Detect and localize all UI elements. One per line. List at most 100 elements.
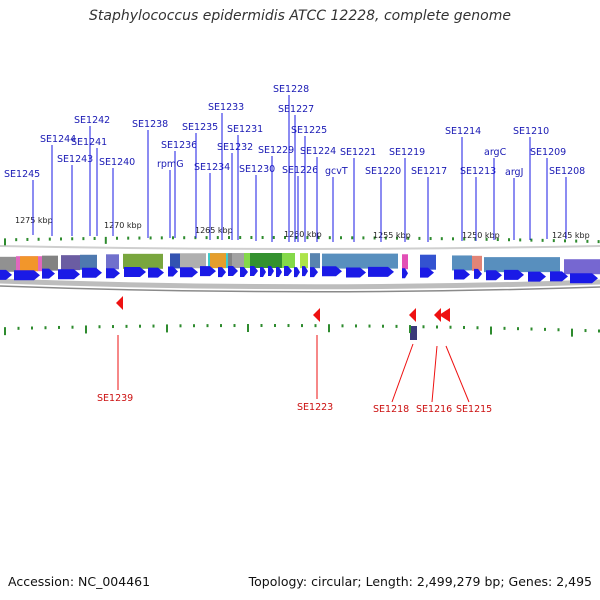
forward-gene-label: SE1214 [445,126,481,137]
tick-mark [440,237,443,241]
forward-gene-label: SE1229 [258,145,294,156]
tick-mark-lower [166,324,168,333]
tick-mark [205,236,208,240]
forward-gene-arrow [0,269,12,280]
tick-mark-lower [557,328,560,332]
tick-mark [71,237,74,241]
forward-gene-arrow [250,266,258,277]
forward-gene-label: SE1241 [71,137,107,148]
tick-mark-lower [341,324,344,328]
tick-mark-lower [233,324,236,328]
forward-gene-arrow [504,269,524,280]
tick-mark [284,236,286,240]
reverse-gene-arrow [439,308,450,322]
feature-block [310,253,320,269]
reverse-gene-arrow [313,308,320,322]
accession-text: Accession: NC_004461 [8,574,151,589]
forward-gene-label: SE1234 [194,162,230,173]
feature-block [210,253,226,269]
forward-gene-label: argJ [505,167,523,178]
tick-mark-lower [139,324,141,328]
genome-title: Staphylococcus epidermidis ATCC 12228, c… [88,8,511,24]
tick-mark-lower [490,326,492,335]
forward-gene-label: SE1235 [182,122,218,133]
tick-mark [530,238,533,242]
tick-mark [452,237,454,241]
forward-gene-label: SE1232 [217,142,253,153]
forward-gene-arrow [228,266,238,277]
tick-mark [474,237,477,241]
tick-mark [597,240,600,244]
tick-mark [362,236,365,240]
tick-mark [340,236,342,240]
kbp-label: 1265 kbp [195,226,233,235]
tick-mark-lower [17,326,20,330]
reverse-gene-label: SE1218 [373,404,409,415]
forward-gene-arrow [486,270,502,281]
tick-mark-lower [71,325,74,329]
forward-gene-label: SE1224 [300,146,336,157]
forward-gene-label: SE1210 [513,126,549,137]
feature-block [250,253,282,269]
tick-mark [575,239,578,243]
kbp-label: 1270 kbp [104,221,142,230]
forward-gene-label: SE1245 [4,169,40,180]
feature-block [228,253,232,269]
tick-mark [463,237,466,241]
reverse-gene-label: SE1215 [456,404,492,415]
forward-gene-label: SE1220 [365,166,401,177]
forward-gene-arrow [302,266,308,277]
feature-block [420,254,436,270]
tick-mark [228,236,230,240]
tick-mark-lower [274,324,276,328]
forward-gene-arrow [368,266,394,277]
feature-block [180,253,206,269]
tick-mark [552,239,555,243]
forward-gene-arrow [148,267,164,278]
forward-gene-label: SE1228 [273,84,309,95]
tick-mark-lower [179,324,182,328]
tick-mark [194,236,197,240]
tick-mark-lower [463,325,465,329]
tick-mark-lower [152,324,155,328]
tick-mark [60,237,62,241]
tick-mark-lower [206,324,209,328]
tick-mark [541,238,544,242]
forward-gene-label: SE1219 [389,147,425,158]
tick-mark [418,236,421,240]
tick-mark-lower [85,325,87,334]
forward-gene-arrow [528,271,546,282]
forward-gene-label: SE1238 [132,119,168,130]
feature-block [20,256,38,272]
forward-gene-arrow [570,273,598,284]
tick-mark [82,237,85,241]
tick-mark-lower [503,326,506,330]
kbp-label: 1275 kbp [15,216,53,225]
reverse-label-connector [391,343,414,403]
forward-gene-arrow [550,271,568,282]
tick-mark [26,237,29,241]
tick-mark-lower [584,329,587,333]
tick-mark-lower [287,324,290,328]
reverse-gene-label: SE1239 [97,393,133,404]
tick-mark-lower [58,325,60,329]
forward-gene-label: SE1226 [282,165,318,176]
forward-gene-arrow [294,267,300,278]
forward-gene-arrow [260,267,266,278]
tick-mark-lower [544,327,546,331]
feature-block [170,253,180,269]
tick-mark [93,236,96,240]
forward-gene-arrow [402,268,408,279]
tick-mark [317,236,320,240]
feature-block [402,254,408,270]
tick-mark-lower [112,325,114,329]
tick-mark [48,237,51,241]
forward-gene-arrow [420,267,434,278]
forward-gene-arrow [276,267,282,278]
forward-gene-label: SE1221 [340,147,376,158]
tick-mark-lower [301,324,303,328]
feature-block [42,255,58,271]
reverse-gene-arrow [116,296,123,310]
tick-mark [15,238,18,242]
forward-gene-arrow [284,266,292,277]
